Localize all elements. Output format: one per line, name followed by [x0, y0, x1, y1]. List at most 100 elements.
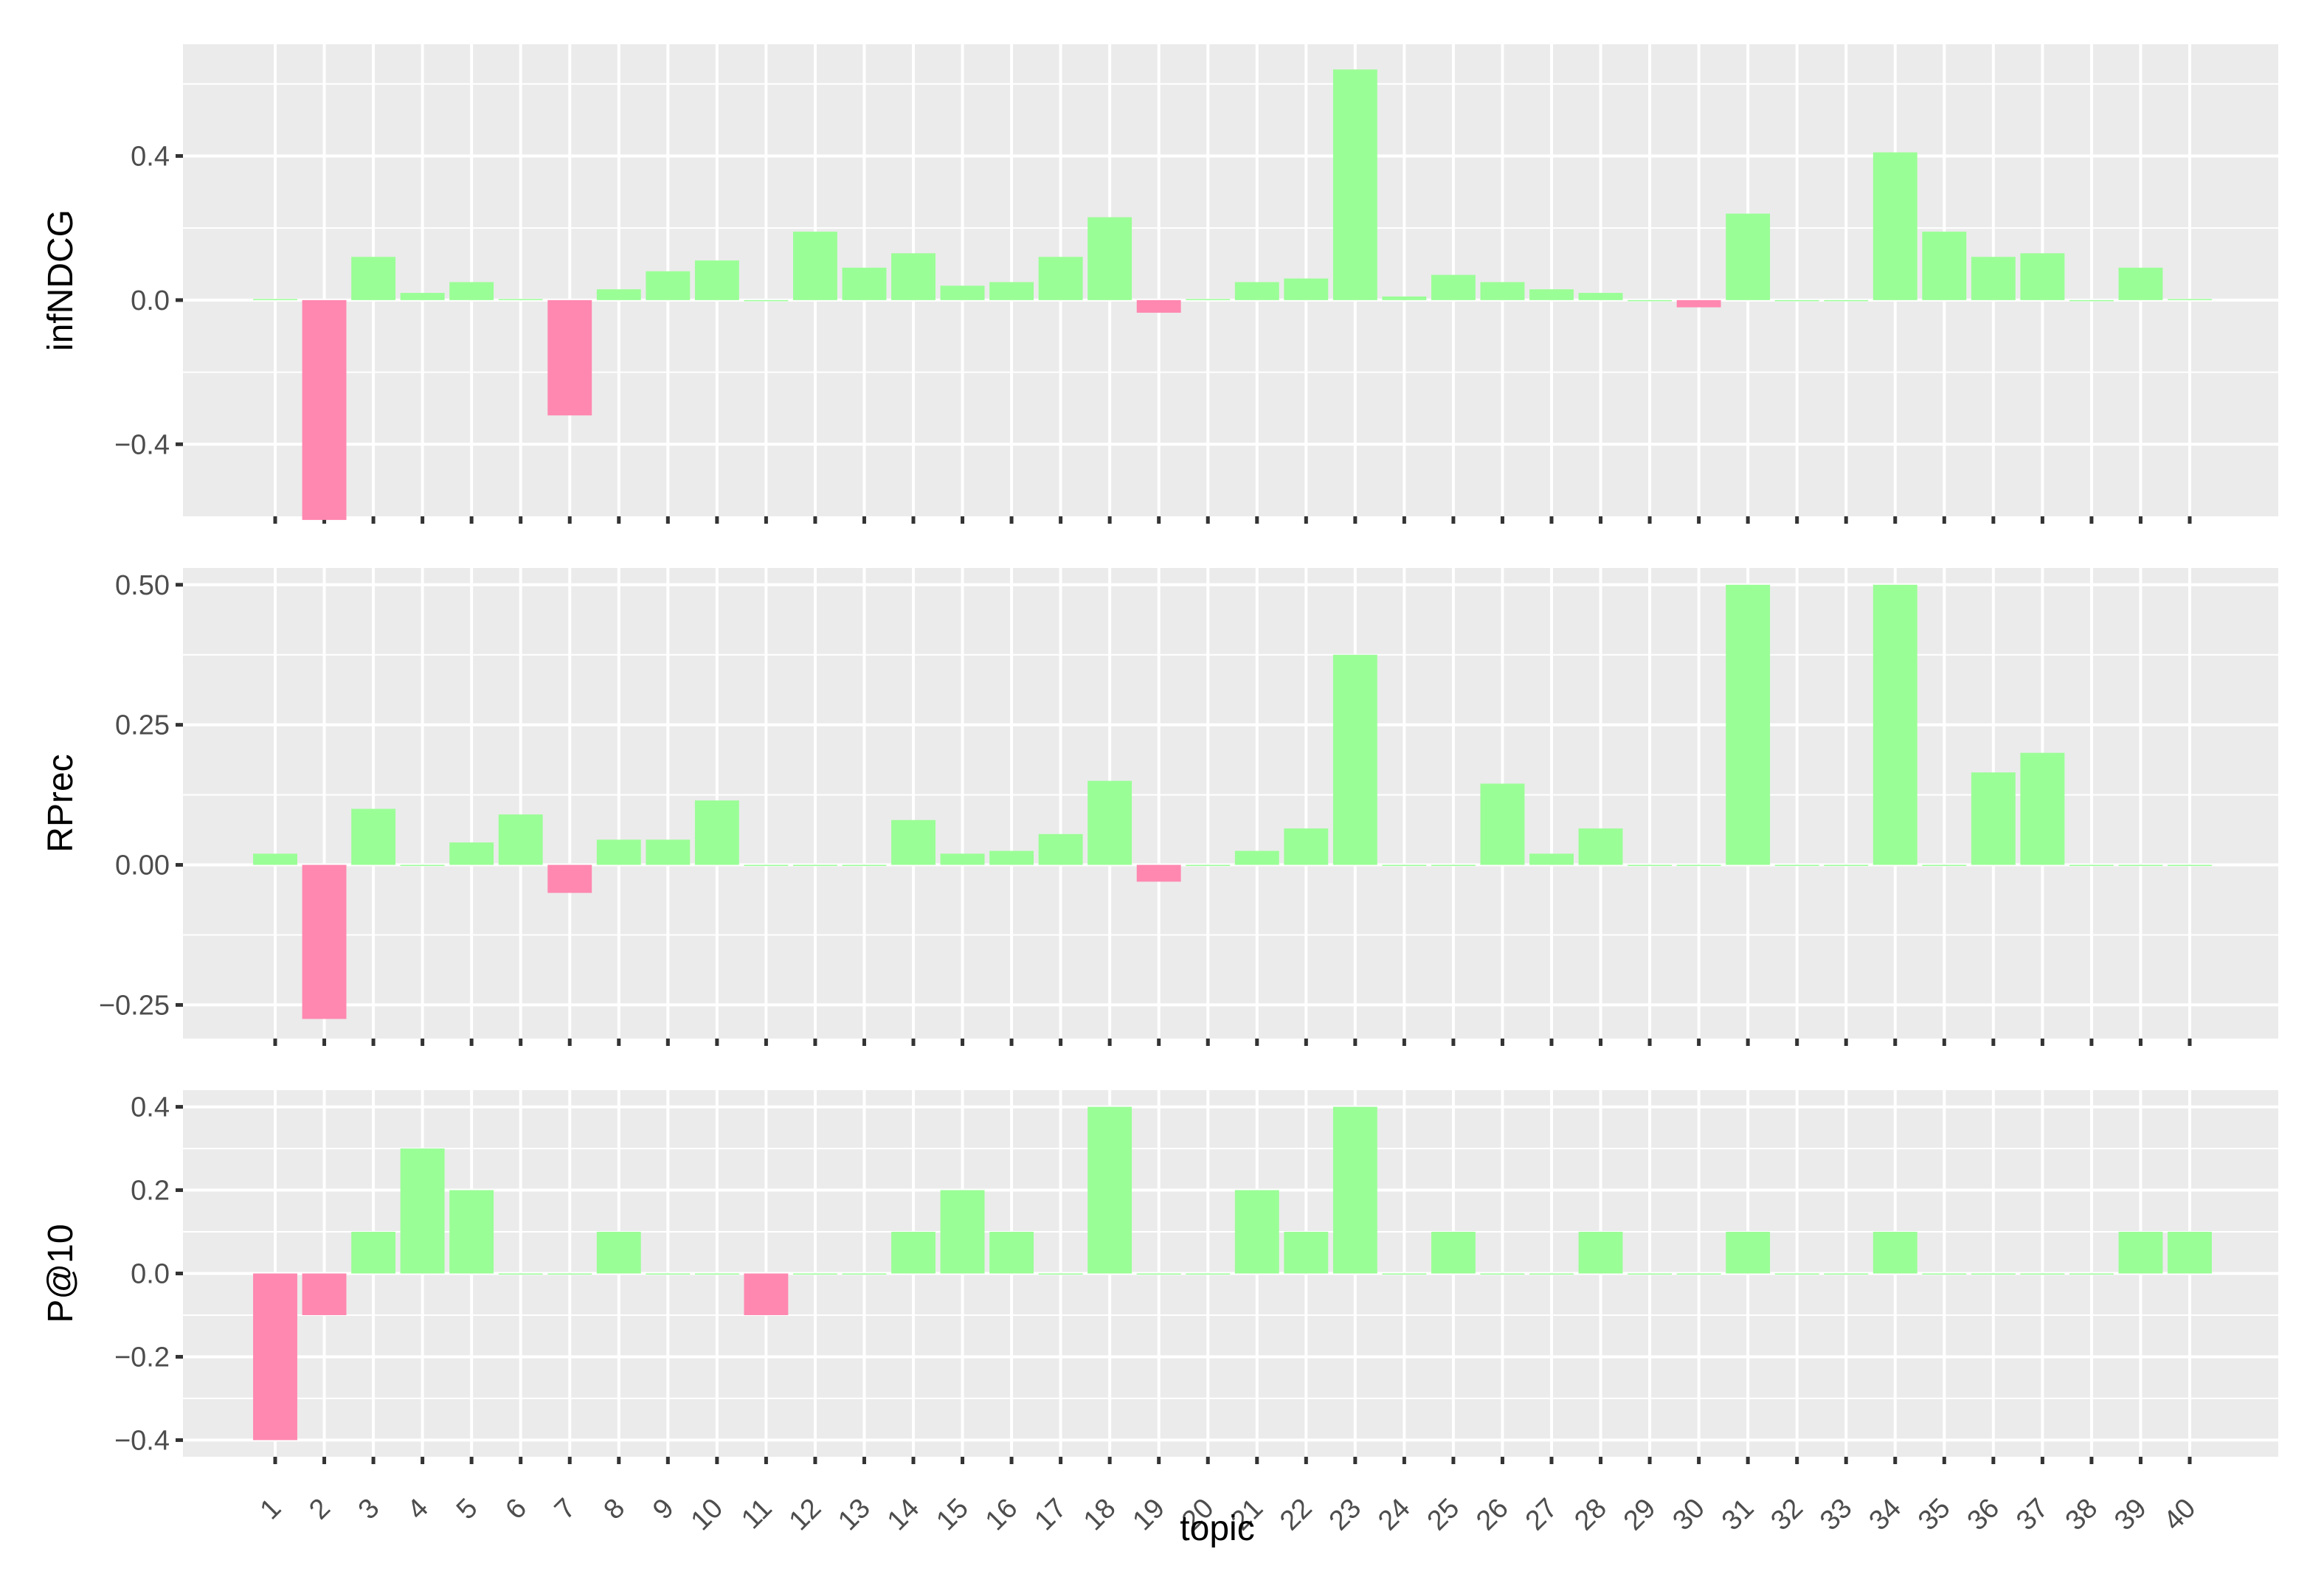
bar-topic-3	[351, 1232, 396, 1274]
bar-topic-38	[2069, 864, 2114, 867]
bar-topic-33	[1824, 299, 1869, 302]
bar-topic-39	[2118, 1232, 2163, 1274]
x-tick-label: 24	[1372, 1493, 1417, 1537]
panel-background	[183, 568, 2278, 1039]
bar-topic-37	[2020, 253, 2065, 300]
bar-topic-14	[891, 253, 936, 300]
x-tick-label: 3	[353, 1493, 386, 1526]
bar-topic-1	[253, 853, 297, 865]
bar-topic-7	[547, 1273, 592, 1275]
bar-topic-10	[694, 260, 739, 300]
bar-topic-35	[1922, 864, 1967, 867]
bar-topic-11	[744, 1273, 789, 1315]
bar-topic-12	[792, 1273, 837, 1275]
bar-topic-5	[449, 842, 494, 865]
x-tick-label: 11	[736, 1493, 778, 1536]
x-tick-label: 7	[549, 1493, 582, 1526]
bar-topic-28	[1578, 293, 1623, 300]
bar-topic-23	[1332, 654, 1377, 865]
bar-topic-1	[253, 1273, 297, 1441]
bar-topic-12	[792, 864, 837, 867]
bar-topic-26	[1480, 282, 1525, 300]
bar-topic-24	[1382, 864, 1427, 867]
bar-topic-9	[646, 1273, 691, 1275]
bar-topic-14	[891, 819, 936, 865]
bar-topic-34	[1872, 152, 1917, 300]
bar-topic-17	[1038, 1273, 1083, 1275]
bar-topic-9	[646, 839, 691, 865]
bar-topic-7	[547, 299, 592, 416]
bar-topic-38	[2069, 1273, 2114, 1275]
bar-topic-12	[792, 232, 837, 300]
x-tick-label: 38	[2060, 1493, 2104, 1537]
bar-topic-23	[1332, 69, 1377, 300]
x-tick-label: 18	[1078, 1493, 1122, 1537]
y-tick-label: 0.25	[115, 710, 170, 741]
bar-topic-27	[1529, 1273, 1574, 1275]
y-tick-label: 0.4	[131, 1092, 170, 1123]
bar-topic-22	[1284, 828, 1329, 865]
panel-1: −0.4 0.0 0.4 infNDCG	[41, 44, 2278, 524]
bar-topic-19	[1136, 1273, 1181, 1275]
bar-topic-23	[1332, 1106, 1377, 1274]
bar-topic-31	[1726, 584, 1771, 865]
x-tick-label: 39	[2109, 1493, 2153, 1537]
bar-topic-40	[2168, 1232, 2212, 1274]
bar-topic-6	[498, 814, 543, 865]
bar-topic-28	[1578, 1232, 1623, 1274]
bar-topic-30	[1676, 1273, 1721, 1275]
bar-topic-3	[351, 808, 396, 865]
bar-topic-7	[547, 864, 592, 893]
bar-topic-16	[989, 850, 1034, 865]
y-tick-label: 0.00	[115, 850, 170, 881]
bar-topic-34	[1872, 1232, 1917, 1274]
bar-topic-19	[1136, 299, 1181, 313]
bar-topic-20	[1186, 864, 1231, 867]
bar-topic-30	[1676, 299, 1721, 308]
bar-topic-16	[989, 1232, 1034, 1274]
bar-topic-36	[1971, 772, 2016, 865]
bar-topic-32	[1774, 864, 1819, 867]
bar-topic-37	[2020, 752, 2065, 865]
bar-topic-32	[1774, 1273, 1819, 1275]
x-tick-label: 26	[1470, 1493, 1515, 1537]
bar-topic-25	[1431, 274, 1476, 300]
x-tick-label: 33	[1814, 1493, 1858, 1537]
bar-topic-35	[1922, 232, 1967, 300]
bar-topic-28	[1578, 828, 1623, 865]
bar-topic-22	[1284, 1232, 1329, 1274]
bar-topic-8	[596, 1232, 641, 1274]
bar-topic-33	[1824, 1273, 1869, 1275]
x-tick-label: 9	[647, 1493, 680, 1526]
bar-topic-20	[1186, 299, 1231, 300]
bar-topic-27	[1529, 853, 1574, 865]
bar-topic-31	[1726, 1232, 1771, 1274]
x-tick-label: 35	[1912, 1493, 1957, 1537]
bar-topic-15	[940, 285, 985, 300]
x-tick-label: 10	[685, 1493, 730, 1537]
x-tick-label: 19	[1127, 1493, 1171, 1537]
x-tick-label: 22	[1274, 1493, 1318, 1537]
x-tick-label: 27	[1520, 1493, 1564, 1537]
x-tick-label: 29	[1618, 1493, 1662, 1537]
bar-topic-38	[2069, 299, 2114, 302]
bar-topic-35	[1922, 1273, 1967, 1275]
y-tick-label: −0.25	[99, 990, 170, 1021]
y-tick-label: 0.0	[131, 1259, 170, 1290]
bar-topic-17	[1038, 833, 1083, 865]
bar-topic-15	[940, 853, 985, 865]
bar-topic-11	[744, 299, 789, 302]
bar-topic-13	[842, 864, 887, 867]
x-tick-label: 5	[451, 1493, 484, 1526]
bar-topic-3	[351, 257, 396, 300]
bar-topic-34	[1872, 584, 1917, 865]
bar-topic-8	[596, 289, 641, 300]
bar-topic-2	[302, 299, 347, 520]
bar-topic-2	[302, 864, 347, 1019]
bar-topic-40	[2168, 864, 2212, 867]
bar-topic-21	[1234, 1190, 1279, 1274]
bar-topic-31	[1726, 213, 1771, 300]
bar-topic-5	[449, 282, 494, 300]
bar-topic-18	[1087, 217, 1132, 300]
